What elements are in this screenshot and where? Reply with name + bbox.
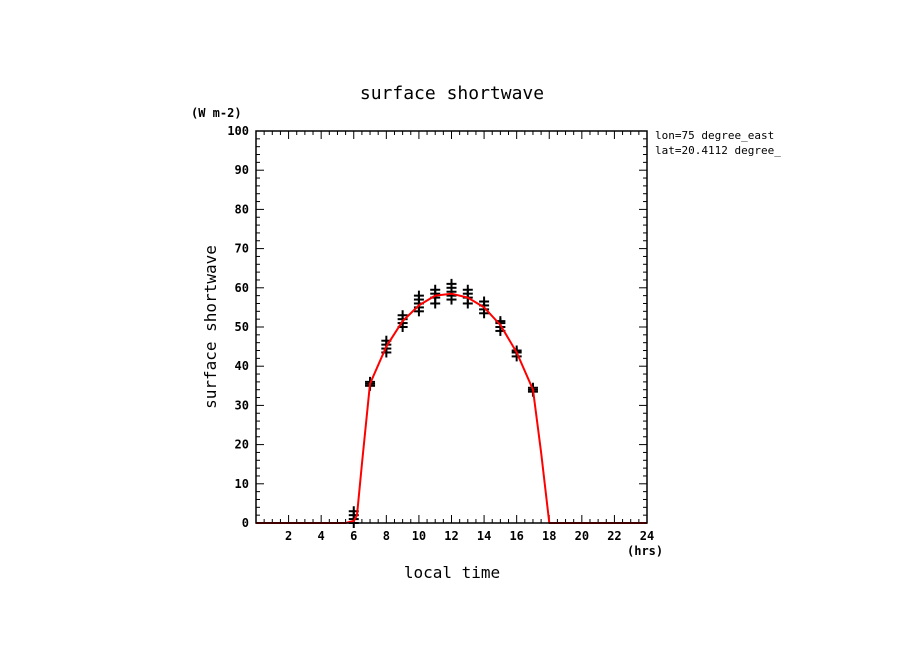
y-tick-label: 0: [242, 516, 249, 530]
y-tick-label: 60: [235, 281, 249, 295]
x-tick-label: 24: [640, 529, 654, 543]
x-tick-label: 18: [542, 529, 556, 543]
data-marks: [256, 278, 647, 528]
plot-frame: [255, 130, 648, 524]
tick-labels: 2 4 6 8 10 12 14 16 18 20 22 2401020304050607080901…: [227, 124, 654, 543]
y-tick-label: 80: [235, 202, 249, 216]
x-tick-label: 16: [509, 529, 523, 543]
x-tick-label: 10: [412, 529, 426, 543]
x-tick-label: 20: [575, 529, 589, 543]
x-tick-label: 4: [318, 529, 325, 543]
x-tick-label: 2: [285, 529, 292, 543]
y-unit-label: (W m-2): [191, 106, 242, 120]
annotation-lat: lat=20.4112 degree_: [655, 144, 781, 157]
x-tick-label: 22: [607, 529, 621, 543]
scatter-point: [430, 284, 441, 295]
scatter-point: [446, 278, 457, 289]
x-unit-label: (hrs): [627, 544, 663, 558]
x-tick-label: 6: [350, 529, 357, 543]
x-tick-label: 8: [383, 529, 390, 543]
series-line: [256, 292, 647, 524]
y-tick-label: 20: [235, 438, 249, 452]
x-tick-label: 12: [444, 529, 458, 543]
scatter-point: [397, 310, 408, 321]
scatter-point: [413, 290, 424, 301]
axis-ticks: [255, 130, 648, 524]
annotation-lon: lon=75 degree_east: [655, 129, 774, 142]
y-tick-label: 40: [235, 359, 249, 373]
y-tick-label: 70: [235, 242, 249, 256]
chart-title: surface shortwave: [360, 83, 544, 104]
scatter-point: [479, 296, 490, 307]
x-tick-label: 14: [477, 529, 491, 543]
y-tick-label: 50: [235, 320, 249, 334]
y-tick-label: 10: [235, 477, 249, 491]
y-tick-label: 30: [235, 398, 249, 412]
y-tick-label: 100: [227, 124, 249, 138]
x-axis-label: local time: [404, 563, 500, 582]
y-tick-label: 90: [235, 163, 249, 177]
scatter-point: [462, 284, 473, 295]
y-axis-label: surface shortwave: [201, 245, 220, 409]
